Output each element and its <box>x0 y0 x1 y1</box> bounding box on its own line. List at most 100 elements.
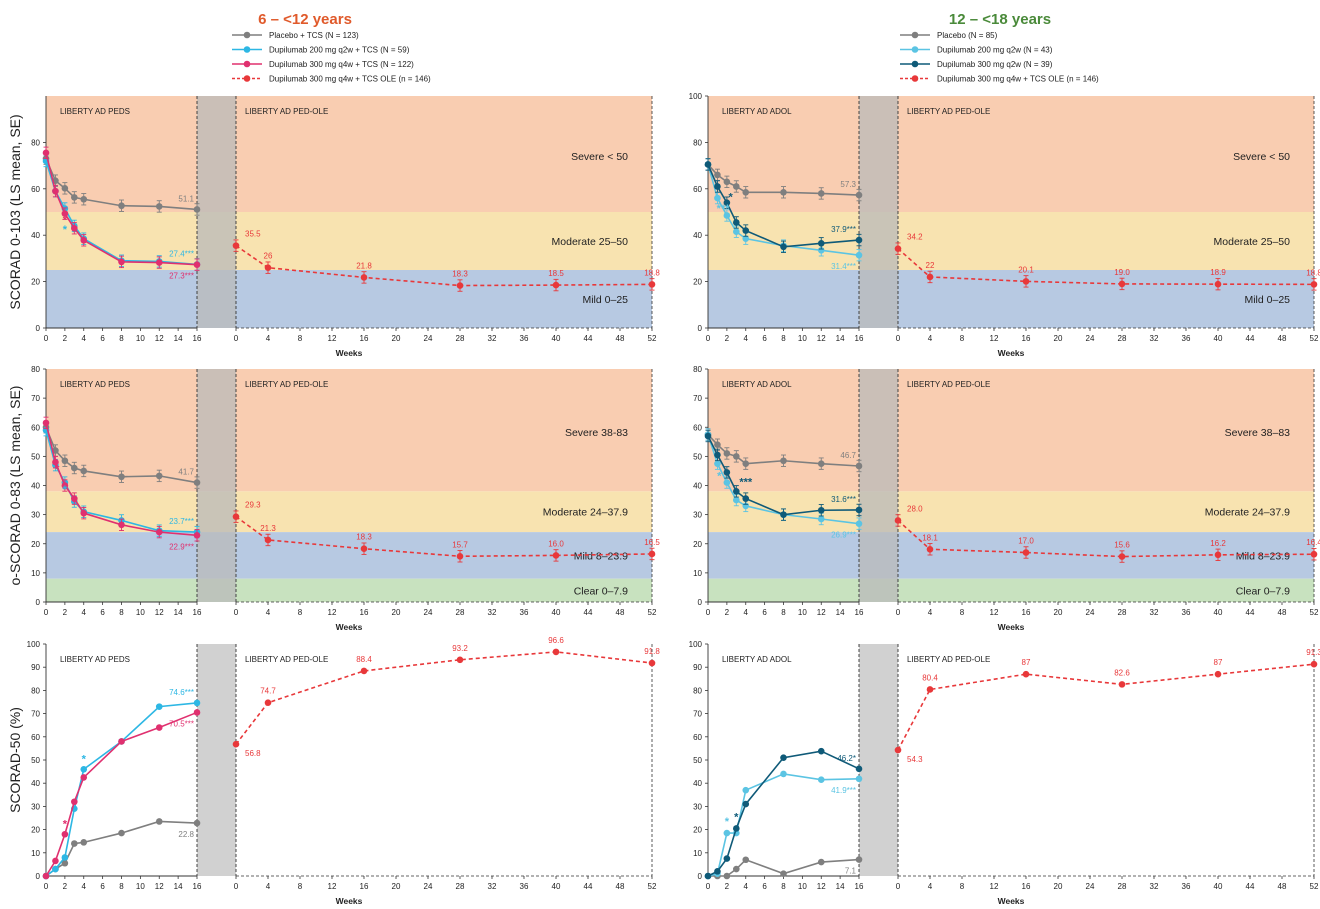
data-point <box>855 462 863 470</box>
zone-label: Mild 8–23.9 <box>1236 550 1290 562</box>
data-point <box>193 709 201 716</box>
data-point <box>118 258 125 266</box>
x-tick-label: 8 <box>298 882 303 891</box>
y-tick-label: 50 <box>31 452 40 461</box>
series-line <box>707 750 860 877</box>
data-point <box>1022 549 1030 556</box>
data-point <box>742 235 750 242</box>
data-point <box>780 870 787 877</box>
x-tick-label: 4 <box>266 334 271 343</box>
x-tick-label: 16 <box>360 882 369 891</box>
x-tick-label: 10 <box>136 334 145 343</box>
x-tick-label: 16 <box>193 334 202 343</box>
data-point <box>926 545 934 553</box>
y-tick-label: 80 <box>693 138 702 147</box>
x-tick-label: 8 <box>781 334 786 343</box>
data-label: 35.5 <box>245 230 261 239</box>
data-point <box>714 171 721 179</box>
x-tick-label: 24 <box>1086 608 1095 617</box>
severity-zone <box>708 532 1314 579</box>
data-point <box>264 699 272 706</box>
severity-zone <box>46 369 652 492</box>
data-point <box>71 495 78 502</box>
data-point <box>648 659 656 667</box>
zone-label: Severe < 50 <box>1233 151 1290 163</box>
zone-label: Clear 0–7.9 <box>1236 585 1290 597</box>
legend-entry-label: Dupilumab 300 mg q4w + TCS OLE (n = 146) <box>937 75 1099 84</box>
data-label: 15.7 <box>452 540 468 549</box>
severity-zone <box>708 578 1314 602</box>
x-tick-label: 12 <box>155 882 164 891</box>
end-value-label: 46.7 <box>840 451 856 460</box>
data-point <box>733 865 740 873</box>
x-tick-label: 32 <box>1150 882 1159 891</box>
y-axis-label: SCORAD 0-103 (LS mean, SE) <box>7 114 23 309</box>
series-line <box>45 820 198 877</box>
data-point <box>817 460 825 467</box>
x-tick-label: 24 <box>1086 334 1095 343</box>
x-tick-label: 0 <box>896 334 901 343</box>
significance-marker: * <box>63 484 68 496</box>
y-tick-label: 40 <box>693 482 702 491</box>
x-tick-label: 14 <box>174 608 183 617</box>
x-tick-label: 44 <box>1246 882 1255 891</box>
x-axis-label: Weeks <box>336 896 363 906</box>
data-point <box>723 212 731 219</box>
data-point <box>80 467 88 475</box>
data-point <box>193 261 201 268</box>
data-point <box>42 149 50 157</box>
y-tick-label: 40 <box>31 231 40 240</box>
significance-marker: * <box>63 215 68 227</box>
x-tick-label: 52 <box>648 334 657 343</box>
data-point <box>193 699 201 707</box>
data-label: 82.6 <box>1114 668 1130 677</box>
ole-study-label: LIBERTY AD PED-OLE <box>245 380 328 389</box>
data-label: 18.8 <box>644 268 660 277</box>
x-tick-label: 16 <box>1022 882 1031 891</box>
x-tick-label: 36 <box>1182 334 1191 343</box>
data-point <box>855 251 863 259</box>
x-axis-label: Weeks <box>336 348 363 358</box>
data-point <box>817 858 825 866</box>
data-label: 80.4 <box>922 673 938 682</box>
y-tick-label: 10 <box>693 849 702 858</box>
data-point <box>714 194 721 202</box>
x-tick-label: 4 <box>744 608 749 617</box>
data-point <box>817 190 825 197</box>
zone-label: Mild 8–23.9 <box>574 550 628 562</box>
x-tick-label: 2 <box>63 608 68 617</box>
series-line <box>707 435 860 516</box>
series-line <box>235 516 653 558</box>
y-tick-label: 20 <box>693 826 702 835</box>
data-point <box>155 724 163 731</box>
data-point <box>232 740 240 748</box>
x-tick-label: 44 <box>584 608 593 617</box>
significance-marker: * <box>734 811 739 823</box>
x-tick-label: 4 <box>82 882 87 891</box>
data-point <box>733 825 740 832</box>
x-tick-label: 0 <box>44 608 49 617</box>
end-value-label: 37.9*** <box>831 225 856 234</box>
x-tick-label: 12 <box>155 334 164 343</box>
data-label: 22 <box>926 261 935 270</box>
study-label: LIBERTY AD ADOL <box>722 380 792 389</box>
series-line <box>897 248 1315 286</box>
end-value-label: 23.7*** <box>169 517 194 526</box>
zone-label: Moderate 25–50 <box>1214 236 1291 248</box>
data-point <box>855 856 863 863</box>
data-point <box>894 245 902 252</box>
data-point <box>780 754 787 761</box>
y-tick-label: 20 <box>31 826 40 835</box>
y-tick-label: 0 <box>698 872 703 881</box>
end-value-label: 41.9*** <box>831 786 856 795</box>
x-tick-label: 8 <box>119 882 124 891</box>
data-point <box>1310 660 1318 668</box>
x-tick-label: 4 <box>928 608 933 617</box>
x-tick-label: 0 <box>234 882 239 891</box>
data-point <box>733 488 740 495</box>
x-tick-label: 8 <box>781 882 786 891</box>
end-value-label: 31.4*** <box>831 262 856 271</box>
